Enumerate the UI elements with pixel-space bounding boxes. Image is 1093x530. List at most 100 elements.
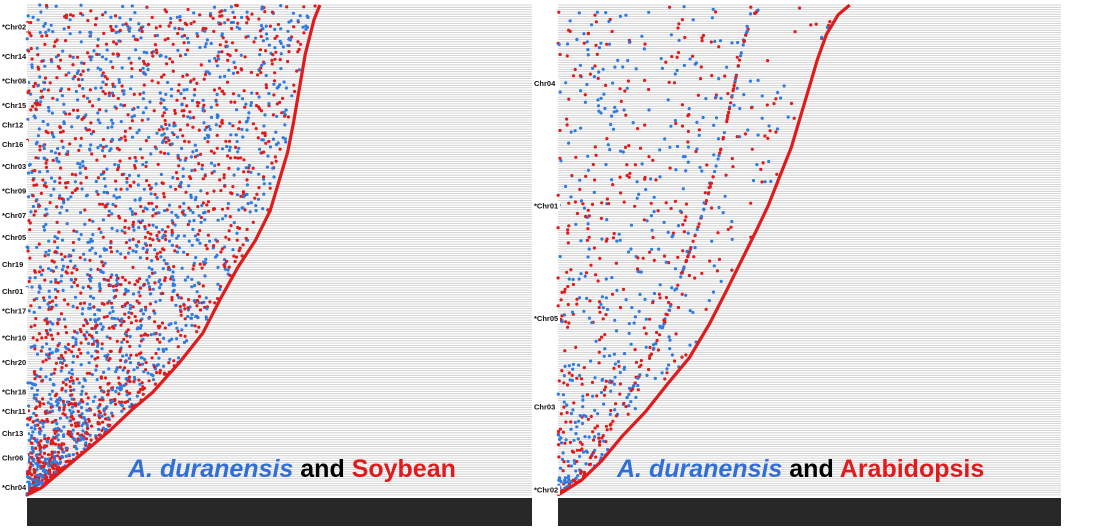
data-point <box>171 270 175 274</box>
chromosome-label: *Chr14 <box>2 52 27 61</box>
data-point <box>43 42 47 47</box>
data-point <box>739 51 743 55</box>
data-point <box>251 122 255 126</box>
data-point <box>604 83 608 87</box>
data-point <box>61 356 65 360</box>
data-point <box>719 148 723 152</box>
data-point <box>268 182 272 186</box>
data-point <box>88 34 92 38</box>
data-point <box>267 102 271 106</box>
data-point <box>91 399 96 403</box>
data-point <box>223 267 227 271</box>
data-point <box>185 36 190 40</box>
data-point <box>111 121 115 125</box>
data-point <box>92 49 96 53</box>
data-point <box>47 239 51 243</box>
data-point <box>601 317 605 321</box>
data-point <box>104 109 108 113</box>
data-point <box>629 389 633 393</box>
data-point <box>151 223 155 227</box>
data-point <box>644 345 648 349</box>
data-point <box>198 308 203 312</box>
data-point <box>80 78 84 82</box>
data-point <box>177 295 181 300</box>
data-point <box>59 279 63 283</box>
data-point <box>123 278 127 282</box>
data-point <box>223 8 227 12</box>
data-point <box>139 356 143 360</box>
data-point <box>121 4 125 9</box>
data-point <box>224 214 228 218</box>
data-point <box>33 475 37 479</box>
data-point <box>579 469 583 473</box>
data-point <box>214 99 218 103</box>
data-point <box>575 297 579 301</box>
data-point <box>604 379 608 383</box>
data-point <box>270 10 274 14</box>
data-point <box>90 342 94 346</box>
data-point <box>132 228 136 232</box>
data-point <box>104 82 108 87</box>
data-point <box>64 73 68 77</box>
data-point <box>301 25 305 29</box>
data-point <box>75 230 79 234</box>
data-point <box>176 89 180 93</box>
data-point <box>559 466 563 470</box>
data-point <box>236 156 240 160</box>
data-point <box>686 129 690 133</box>
data-point <box>188 110 192 114</box>
data-point <box>568 19 572 23</box>
data-point <box>696 93 700 97</box>
data-point <box>79 3 83 7</box>
data-point <box>164 237 168 242</box>
data-point <box>660 66 664 70</box>
data-point <box>183 213 187 217</box>
data-point <box>682 63 686 67</box>
data-point <box>579 377 583 381</box>
data-point <box>597 350 601 354</box>
data-point <box>637 270 641 274</box>
data-point <box>592 246 596 250</box>
data-point <box>725 120 729 124</box>
data-point <box>664 260 668 264</box>
data-point <box>561 430 565 434</box>
data-point <box>133 282 137 287</box>
data-point <box>114 30 118 35</box>
data-point <box>626 58 630 63</box>
data-point <box>68 385 72 389</box>
data-point <box>146 62 150 66</box>
data-point <box>623 145 628 149</box>
data-point <box>701 115 705 120</box>
data-point <box>130 4 134 8</box>
data-point <box>564 320 568 324</box>
data-point <box>197 162 201 166</box>
data-point <box>34 107 38 111</box>
data-point <box>227 166 231 170</box>
data-point <box>47 105 51 110</box>
data-point <box>88 88 92 92</box>
data-point <box>147 379 151 383</box>
data-point <box>145 250 149 254</box>
data-point <box>604 162 608 167</box>
data-point <box>682 230 686 234</box>
data-point <box>58 460 63 464</box>
data-point <box>578 373 582 378</box>
data-point <box>175 236 179 240</box>
data-point <box>126 251 131 255</box>
data-point <box>558 427 562 431</box>
data-point <box>38 284 42 288</box>
data-point <box>592 190 596 194</box>
data-point <box>246 166 251 170</box>
data-point <box>102 407 106 411</box>
data-point <box>32 457 36 461</box>
data-point <box>627 392 631 396</box>
data-point <box>150 15 154 19</box>
data-point <box>125 187 129 191</box>
data-point <box>156 237 160 241</box>
data-point <box>55 422 59 426</box>
data-point <box>590 380 595 384</box>
data-point <box>673 359 677 363</box>
data-point <box>723 194 727 198</box>
data-point <box>593 408 597 412</box>
data-point <box>56 146 60 151</box>
